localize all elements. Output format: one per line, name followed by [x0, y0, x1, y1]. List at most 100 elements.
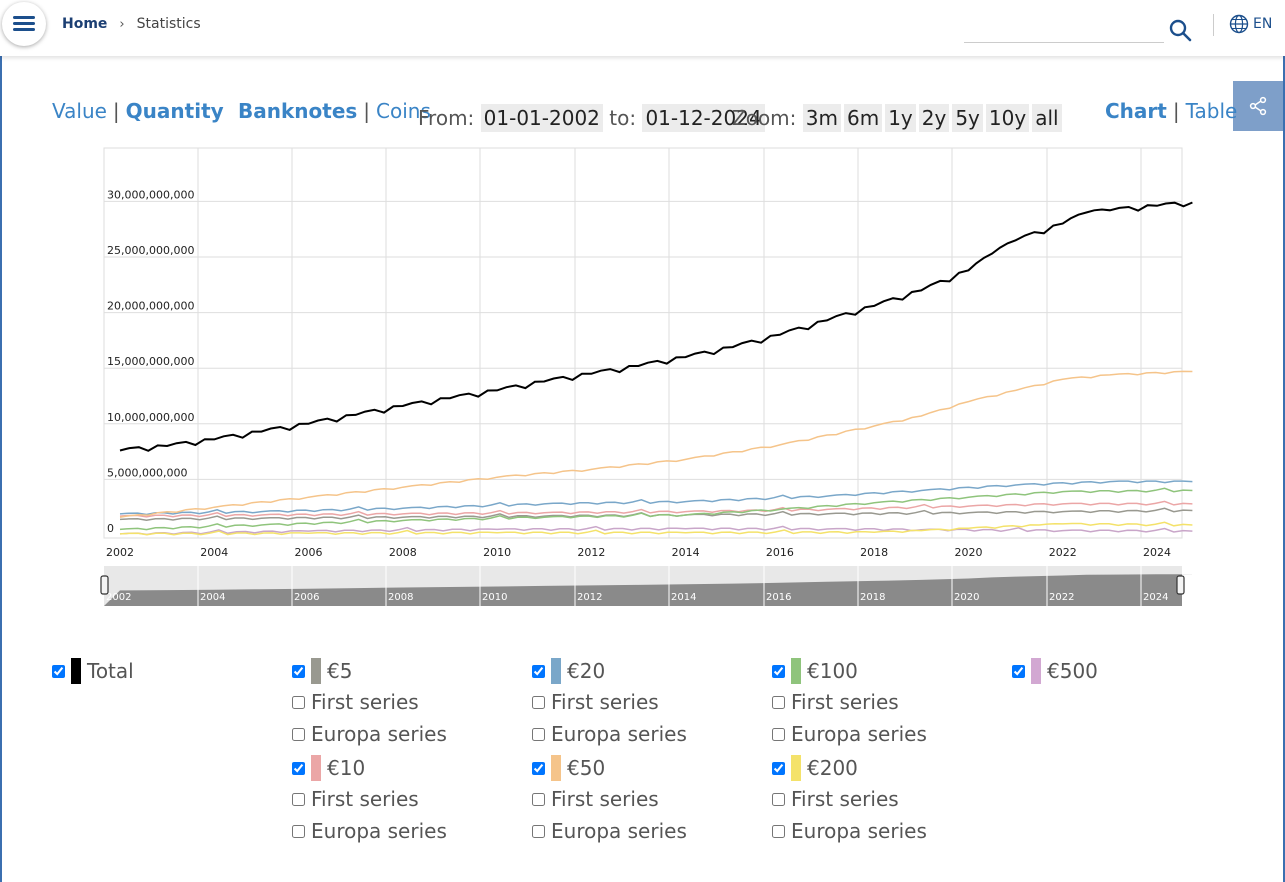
left-border: [0, 56, 2, 882]
legend-item-eur50: €50: [532, 755, 605, 781]
legend-item-eur10-swatch: [311, 755, 321, 781]
language-label: EN: [1253, 16, 1273, 32]
from-date-input[interactable]: 01-01-2002: [480, 104, 603, 132]
legend-item-eur100-first-series: First series: [772, 690, 899, 714]
legend-item-eur200-europa-series-checkbox[interactable]: [772, 824, 785, 838]
chart-table-toggle: Chart | Table: [1105, 99, 1238, 123]
legend-item-eur500-label: €500: [1047, 659, 1098, 683]
legend-item-total-label: Total: [87, 659, 134, 683]
y-tick-label: 0: [107, 522, 114, 535]
legend-item-eur10-first-series-checkbox[interactable]: [292, 792, 305, 806]
navigator-tick-label: 2008: [388, 592, 413, 603]
legend-item-eur100-first-series-checkbox[interactable]: [772, 695, 785, 709]
legend-item-eur20-europa-series: Europa series: [532, 722, 687, 746]
legend-item-eur20-first-series-checkbox[interactable]: [532, 695, 545, 709]
chart-link[interactable]: Chart: [1105, 99, 1167, 123]
right-border: [1283, 56, 1285, 882]
to-date-input[interactable]: 01-12-2024: [642, 104, 765, 132]
legend-item-eur200-first-series-checkbox[interactable]: [772, 792, 785, 806]
banknotes-link[interactable]: Banknotes: [238, 99, 358, 123]
x-tick-label: 2004: [200, 546, 228, 559]
zoom-button-1y[interactable]: 1y: [885, 104, 916, 132]
x-tick-label: 2012: [577, 546, 605, 559]
legend-item-eur5-first-series-label: First series: [311, 690, 419, 714]
zoom-button-2y[interactable]: 2y: [918, 104, 950, 132]
legend-item-eur20-europa-series-checkbox[interactable]: [532, 727, 545, 741]
legend-item-eur200-europa-series-label: Europa series: [791, 819, 927, 843]
legend-item-eur200-europa-series: Europa series: [772, 819, 927, 843]
banknotes-coins-toggle: Banknotes | Coins: [238, 99, 431, 123]
quantity-link[interactable]: Quantity: [125, 99, 224, 123]
series-line-Total: [119, 201, 1193, 452]
legend-item-eur50-first-series-checkbox[interactable]: [532, 792, 545, 806]
search-input[interactable]: [964, 41, 1164, 43]
top-bar: Home › Statistics EN: [0, 0, 1285, 56]
navigator-tick-label: 2018: [860, 592, 885, 603]
language-selector[interactable]: EN: [1229, 14, 1272, 34]
date-range: From: 01-01-2002 to: 01-12-2024: [418, 104, 765, 132]
zoom-button-all[interactable]: all: [1032, 104, 1062, 132]
series-line-€20: [119, 480, 1193, 516]
legend-item-eur10-europa-series-checkbox[interactable]: [292, 824, 305, 838]
navigator-tick-label: 2002: [106, 592, 131, 603]
navigator-tick-label: 2010: [482, 592, 507, 603]
legend-item-eur5-label: €5: [327, 659, 353, 683]
legend-item-eur100-checkbox[interactable]: [772, 664, 785, 678]
legend-item-eur5-swatch: [311, 658, 321, 684]
legend-item-eur20-label: €20: [567, 659, 606, 683]
legend-item-eur50-swatch: [551, 755, 561, 781]
legend-item-eur50-first-series-label: First series: [551, 787, 659, 811]
legend-item-eur20-europa-series-label: Europa series: [551, 722, 687, 746]
zoom-button-5y[interactable]: 5y: [952, 104, 983, 132]
search-icon[interactable]: [1168, 18, 1192, 42]
legend-item-eur50-checkbox[interactable]: [532, 761, 545, 775]
navigator-area: [104, 574, 1193, 606]
value-link[interactable]: Value: [52, 99, 107, 123]
legend-item-eur500-checkbox[interactable]: [1012, 664, 1025, 678]
coins-link[interactable]: Coins: [376, 99, 431, 123]
legend-item-eur5-first-series: First series: [292, 690, 419, 714]
y-tick-label: 30,000,000,000: [107, 188, 194, 201]
table-link[interactable]: Table: [1185, 99, 1238, 123]
legend-item-eur20-first-series-label: First series: [551, 690, 659, 714]
x-tick-label: 2018: [860, 546, 888, 559]
legend-item-eur100-swatch: [791, 658, 801, 684]
legend-item-total-checkbox[interactable]: [52, 664, 65, 678]
legend-item-eur50-first-series: First series: [532, 787, 659, 811]
zoom-button-6m[interactable]: 6m: [843, 104, 883, 132]
to-label: to:: [609, 106, 637, 130]
menu-button[interactable]: [2, 2, 46, 46]
legend-item-eur50-europa-series-checkbox[interactable]: [532, 824, 545, 838]
legend-item-eur200-checkbox[interactable]: [772, 761, 785, 775]
legend-item-eur100-europa-series: Europa series: [772, 722, 927, 746]
navigator-tick-label: 2014: [671, 592, 696, 603]
x-tick-label: 2016: [766, 546, 794, 559]
legend-item-eur10-first-series: First series: [292, 787, 419, 811]
legend-item-eur5-checkbox[interactable]: [292, 664, 305, 678]
legend-item-eur10-checkbox[interactable]: [292, 761, 305, 775]
legend-item-eur5: €5: [292, 658, 352, 684]
share-button[interactable]: [1233, 81, 1283, 131]
x-tick-label: 2010: [483, 546, 511, 559]
y-tick-label: 10,000,000,000: [107, 411, 194, 424]
navigator-tick-label: 2016: [766, 592, 791, 603]
legend-item-eur5-europa-series-checkbox[interactable]: [292, 727, 305, 741]
legend-item-eur5-first-series-checkbox[interactable]: [292, 695, 305, 709]
navigator-right-handle[interactable]: [1176, 575, 1185, 595]
legend-item-eur10-europa-series-label: Europa series: [311, 819, 447, 843]
globe-icon: [1229, 14, 1249, 34]
legend-item-eur20-checkbox[interactable]: [532, 664, 545, 678]
zoom-button-3m[interactable]: 3m: [802, 104, 841, 132]
zoom-button-10y[interactable]: 10y: [985, 104, 1030, 132]
x-tick-label: 2014: [672, 546, 700, 559]
legend-item-eur100-europa-series-label: Europa series: [791, 722, 927, 746]
navigator-left-handle[interactable]: [100, 575, 109, 595]
legend-item-eur10: €10: [292, 755, 365, 781]
legend-item-eur100-europa-series-checkbox[interactable]: [772, 727, 785, 741]
legend-item-eur200-label: €200: [807, 756, 858, 780]
breadcrumb-home-link[interactable]: Home: [62, 16, 108, 32]
legend-item-eur5-europa-series: Europa series: [292, 722, 447, 746]
navigator-tick-label: 2020: [954, 592, 979, 603]
legend-item-eur50-label: €50: [567, 756, 606, 780]
y-tick-label: 20,000,000,000: [107, 300, 194, 313]
